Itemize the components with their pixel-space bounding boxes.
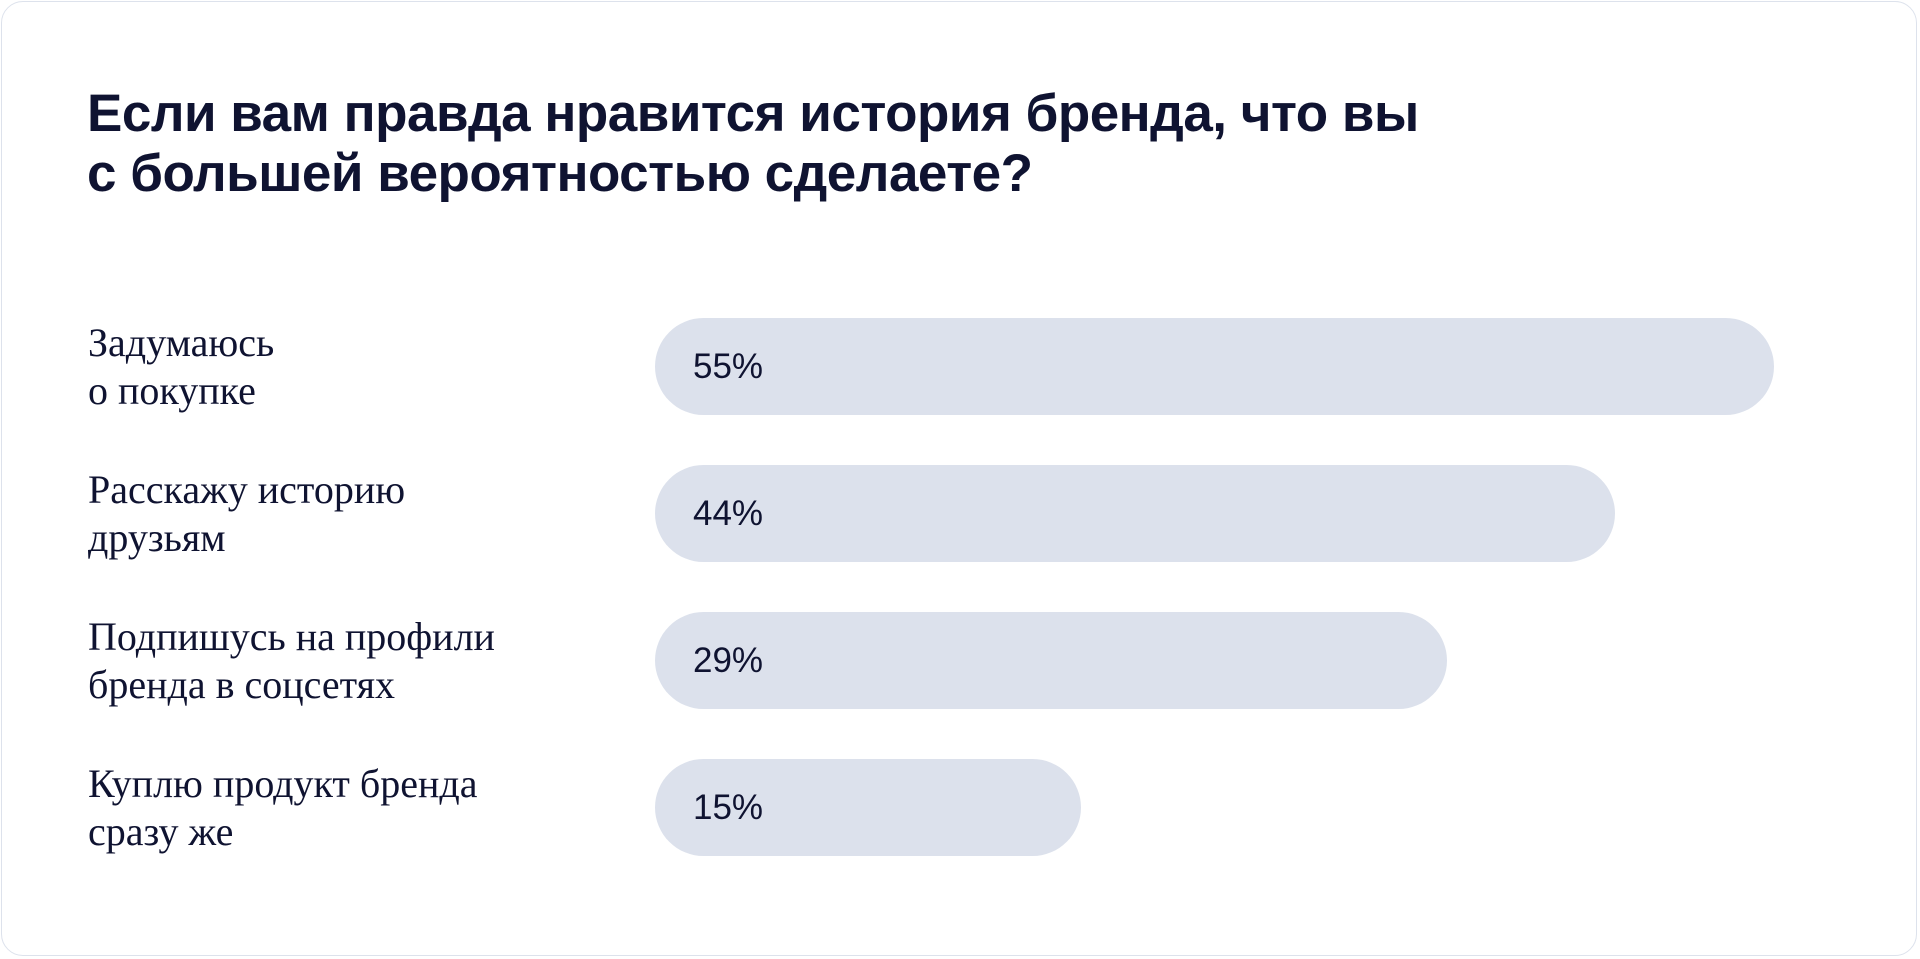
bar-label: Расскажу историю друзьям — [88, 466, 406, 560]
bar: 55% — [655, 318, 1774, 415]
title-line-2: с большей вероятностью сделаете? — [87, 144, 1033, 203]
bar-label: Задумаюсь о покупке — [88, 319, 275, 413]
bar: 15% — [655, 759, 1081, 856]
bar-row: Расскажу историю друзьям 44% — [2, 465, 1920, 562]
bar-label: Куплю продукт бренда сразу же — [88, 760, 478, 854]
bar-value: 29% — [693, 640, 764, 680]
bar-row: Куплю продукт бренда сразу же 15% — [2, 759, 1920, 856]
chart-title: Если вам правда нравится история бренда,… — [87, 84, 1687, 204]
title-line-1: Если вам правда нравится история бренда,… — [87, 84, 1419, 143]
bar-value: 15% — [693, 787, 764, 827]
bar-value: 55% — [693, 346, 764, 386]
bar-value: 44% — [693, 493, 764, 533]
bar-row: Задумаюсь о покупке 55% — [2, 318, 1920, 415]
bar-label: Подпишусь на профили бренда в соцсетях — [88, 613, 495, 707]
bar: 44% — [655, 465, 1615, 562]
bar: 29% — [655, 612, 1447, 709]
bar-row: Подпишусь на профили бренда в соцсетях 2… — [2, 612, 1920, 709]
